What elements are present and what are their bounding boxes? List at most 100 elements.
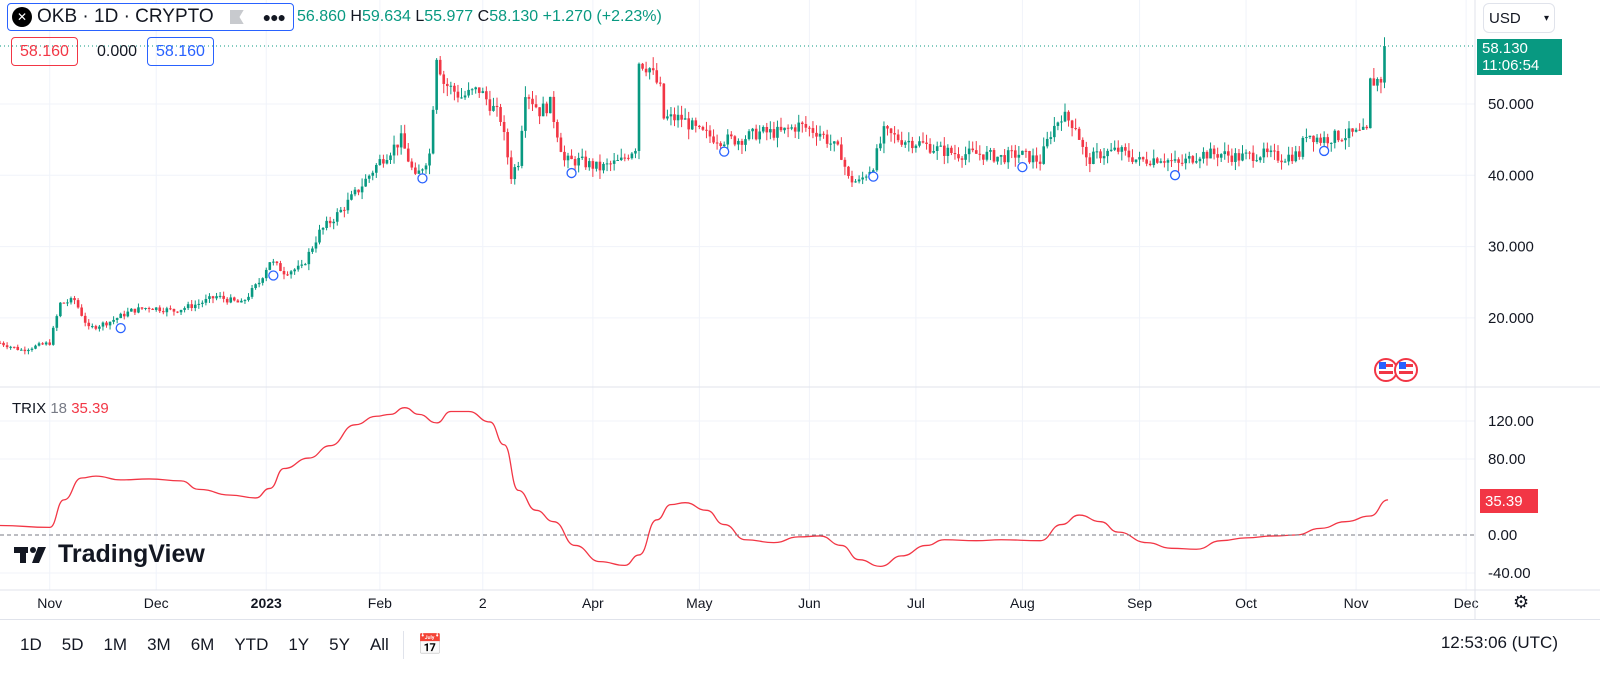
range-all[interactable]: All: [369, 634, 389, 654]
candle: [1273, 150, 1276, 152]
settings-gear-icon[interactable]: ⚙: [1513, 592, 1530, 612]
range-5y[interactable]: 5Y: [329, 634, 350, 654]
candle: [1042, 146, 1045, 164]
tradingview-logo[interactable]: TradingView: [14, 540, 205, 569]
candle: [705, 129, 708, 131]
candle: [55, 316, 59, 328]
clock[interactable]: 12:53:06 (UTC): [1440, 633, 1558, 652]
candle: [616, 160, 619, 162]
candle: [811, 128, 815, 133]
range-5d[interactable]: 5D: [61, 634, 84, 654]
calendar-goto-icon[interactable]: 📅: [417, 634, 443, 656]
range-3m[interactable]: 3M: [147, 634, 171, 654]
candle: [1287, 154, 1290, 162]
candle: [879, 143, 882, 149]
candle: [1308, 135, 1312, 138]
candle: [130, 308, 133, 312]
candle: [1361, 126, 1365, 130]
candle: [655, 70, 659, 83]
candle: [428, 153, 431, 166]
sell-button[interactable]: 58.160: [11, 37, 78, 66]
candle: [488, 99, 492, 111]
more-icon[interactable]: ●●●: [262, 9, 286, 25]
chevron-down-icon: ▾: [1543, 12, 1549, 24]
candle: [1003, 155, 1006, 163]
candle: [1056, 122, 1060, 126]
candle: [1227, 151, 1230, 156]
candle: [694, 120, 698, 126]
candle: [314, 242, 318, 249]
candle: [637, 63, 641, 151]
candle: [992, 150, 996, 162]
candle: [1095, 151, 1099, 153]
candle: [442, 74, 446, 84]
candle: [162, 311, 165, 313]
candle: [105, 322, 108, 326]
candle: [346, 199, 350, 211]
buy-button[interactable]: 58.160: [147, 37, 214, 66]
candle: [928, 143, 932, 153]
candle: [634, 150, 637, 154]
candle: [449, 85, 453, 87]
candle: [1141, 157, 1145, 160]
candle: [87, 322, 91, 327]
candle: [701, 127, 705, 130]
symbol-header[interactable]: ✕ OKB · 1D · CRYPTO ●●●: [7, 3, 294, 31]
us-flag-stripe: [1379, 371, 1393, 374]
candle: [254, 284, 257, 289]
flag-icon[interactable]: [229, 10, 244, 24]
candle: [914, 145, 918, 149]
candle: [247, 296, 250, 301]
range-1m[interactable]: 1M: [103, 634, 128, 654]
candle: [669, 114, 673, 117]
candle: [1134, 159, 1138, 162]
candle: [1212, 148, 1216, 155]
candle: [20, 349, 23, 351]
candle: [240, 300, 243, 303]
range-bar: 1D 5D 1M 3M 6M YTD 1Y 5Y All 📅: [0, 621, 1600, 668]
candle: [41, 343, 44, 345]
candle: [978, 153, 982, 155]
range-ytd[interactable]: YTD: [234, 634, 269, 654]
range-1d[interactable]: 1D: [20, 634, 42, 654]
candle: [971, 148, 974, 151]
candle: [783, 127, 786, 131]
candle: [318, 229, 321, 243]
candle: [751, 128, 754, 132]
range-6m[interactable]: 6M: [190, 634, 215, 654]
candle: [243, 300, 247, 302]
candle: [545, 103, 548, 114]
candle: [1315, 137, 1319, 143]
candle: [857, 179, 861, 182]
candle: [1369, 78, 1372, 129]
candle: [1266, 148, 1269, 153]
candle: [627, 157, 630, 159]
candle: [676, 114, 680, 121]
candle: [1010, 150, 1014, 152]
candle: [566, 155, 570, 161]
candle: [989, 150, 992, 152]
currency-select[interactable]: USD ▾: [1483, 3, 1555, 33]
range-1y[interactable]: 1Y: [288, 634, 310, 654]
candle: [183, 308, 186, 310]
us-flag-canton: [1379, 362, 1386, 369]
candle: [357, 189, 360, 193]
candle: [864, 176, 868, 178]
candle: [758, 131, 761, 140]
okb-logo-icon: ✕: [12, 7, 32, 27]
candle: [708, 130, 712, 137]
candle: [1173, 159, 1177, 161]
candle: [495, 105, 499, 108]
candle: [1045, 138, 1049, 147]
candle: [1262, 148, 1266, 158]
candle: [683, 118, 687, 120]
indicator-legend[interactable]: TRIX 18 35.39: [12, 400, 109, 417]
candle: [396, 144, 399, 148]
candle: [1198, 158, 1202, 162]
candle: [843, 159, 847, 167]
candle: [1241, 153, 1244, 161]
candle: [1081, 139, 1085, 147]
candle: [169, 308, 172, 310]
candle: [595, 161, 598, 169]
